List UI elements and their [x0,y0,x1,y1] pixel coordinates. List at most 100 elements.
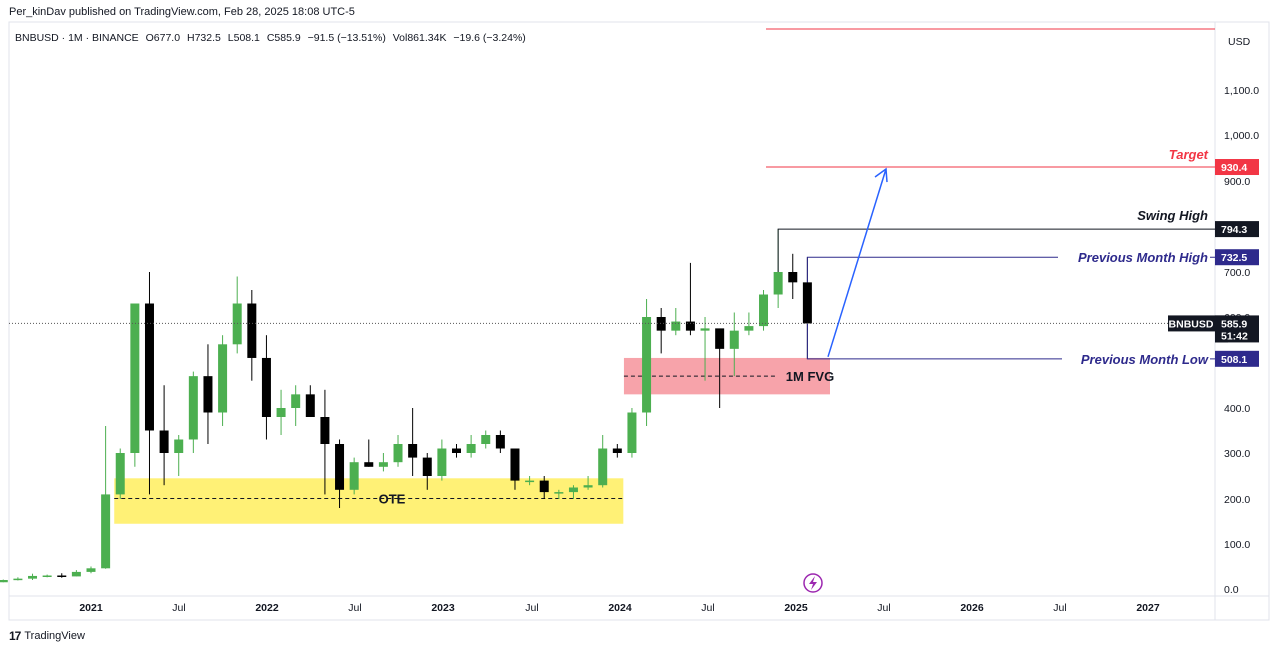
candle [393,435,403,467]
time-tick-label: 2026 [960,602,984,614]
candle-body [291,394,301,408]
prev-month-high-label: Previous Month High [1078,250,1208,265]
candle [554,489,564,499]
replay-icon[interactable] [803,573,823,593]
time-tick-label: 2021 [79,602,103,614]
candle-body [510,448,520,481]
candle-body [481,435,491,444]
price-tick-label: 100.0 [1224,539,1250,551]
candle [685,262,695,336]
candle-body [320,417,330,444]
candle-body [452,448,461,453]
legend-high: H732.5 [186,32,221,44]
candle-body [203,376,213,413]
candle-body [627,412,637,453]
candle-body [583,485,593,488]
projection-arrow-shaft [827,168,887,358]
candle-body [218,344,228,413]
candle [452,444,461,458]
tradingview-logo[interactable]: 17 TradingView [9,629,85,643]
time-tick-label: Jul [172,602,185,614]
candle-body [71,571,81,577]
legend-change: −91.5 (−13.51%) [307,32,386,44]
candle-body [261,357,271,417]
candle-body [159,430,169,453]
legend-symbol[interactable]: BNBUSD · 1M · BINANCE [15,32,139,44]
candle-body [130,303,140,453]
candle [57,573,67,578]
candle [583,476,593,490]
price-axis[interactable]: 1,100.01,000.0900.0700.0600.0400.0300.02… [1224,85,1259,596]
candle-body [598,448,608,486]
candle [729,312,739,377]
candle-body [422,457,432,476]
candle [28,573,38,580]
candle-body [393,444,403,463]
candle [466,435,476,458]
candle [291,385,301,426]
price-tag-bg [1215,249,1259,266]
time-tick-label: 2023 [431,602,455,614]
candle-body [802,282,812,324]
candle [320,389,330,495]
price-tag-label: 794.3 [1221,224,1247,236]
candle-body [364,462,374,467]
price-tick-label: 900.0 [1224,176,1250,188]
swing-high-label: Swing High [1137,208,1208,223]
candle-body [28,575,38,579]
candle-body [408,444,418,458]
price-tick-label: 200.0 [1224,494,1250,506]
candle [203,344,213,444]
currency-label[interactable]: USD [1228,36,1251,48]
tv-logo-icon: 17 [9,629,21,643]
candle-body [685,321,695,331]
candle [13,577,23,581]
candle-body [13,578,23,581]
legend-close: C585.9 [266,32,301,44]
price-tick-label: 400.0 [1224,403,1250,415]
price-tag-label: 732.5 [1221,252,1247,264]
legend-volume: Vol861.34K [392,32,447,44]
candle [700,317,710,381]
time-tick-label: Jul [877,602,890,614]
price-tick-label: 0.0 [1224,584,1239,596]
candle-body [276,408,286,417]
candle [715,328,725,408]
candle [437,439,447,481]
fvg-zone [623,357,830,395]
candle [115,448,125,499]
price-tag-label: 508.1 [1221,354,1247,366]
candle-body [335,444,345,490]
candle [71,570,81,577]
time-tick-label: Jul [348,602,361,614]
candle [335,439,345,508]
candle [539,476,549,499]
candle [568,485,578,499]
zones-layer: OTE 1M FVG [114,357,834,524]
ote-zone [114,478,624,524]
candle [232,276,242,354]
candle-body [466,444,476,453]
candle [481,430,491,449]
candle-body [525,480,535,483]
price-tick-label: 1,000.0 [1224,130,1259,142]
candle-body [495,435,505,449]
candle-body [671,321,681,331]
time-tick-label: 2022 [255,602,279,614]
candle-body [0,580,8,583]
candle-body [115,453,125,495]
chart-frame [8,21,1270,621]
candle [218,335,228,426]
bar-countdown: 51:42 [1221,330,1248,342]
candle-body [759,294,769,327]
candle-body [42,575,52,577]
candle [378,453,388,472]
candle-body [437,448,447,476]
time-tick-label: 2027 [1136,602,1160,614]
candle [188,371,198,453]
time-axis[interactable]: 2021 Jul 2022 Jul 2023 Jul 2024 Jul 2025 Jul 2026 J… [79,602,1160,614]
legend-volume-change: −19.6 (−3.24%) [453,32,526,44]
candle [510,448,520,490]
candle [744,312,754,336]
